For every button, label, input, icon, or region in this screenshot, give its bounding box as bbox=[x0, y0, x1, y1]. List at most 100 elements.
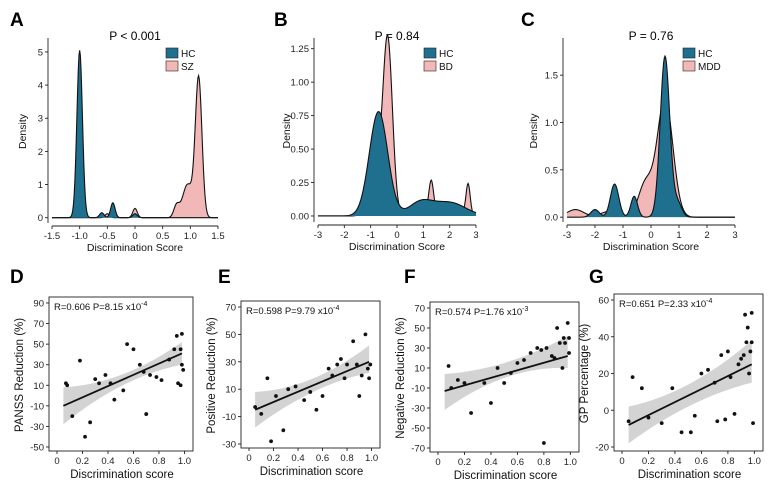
x-tick-label: 0.4 bbox=[668, 456, 681, 467]
x-tick-label: -2 bbox=[591, 230, 599, 241]
data-point bbox=[751, 421, 755, 426]
regression-line bbox=[444, 355, 568, 392]
legend-label: HC bbox=[439, 49, 453, 60]
data-point bbox=[330, 373, 335, 378]
y-tick-label: 60 bbox=[598, 296, 609, 307]
x-tick-label: 0.4 bbox=[484, 457, 497, 468]
stat-exponent: -4 bbox=[141, 301, 147, 308]
data-point bbox=[462, 381, 467, 385]
data-point bbox=[281, 428, 286, 433]
plot-frame bbox=[240, 300, 381, 449]
data-point bbox=[131, 347, 136, 352]
stat-text: R=0.651 P=2.33 x10 bbox=[619, 299, 706, 310]
legend-swatch-hc bbox=[423, 47, 437, 59]
x-tick-label: 0.2 bbox=[642, 456, 655, 467]
x-tick-label: 1.0 bbox=[365, 453, 378, 464]
data-point bbox=[363, 332, 368, 337]
x-tick-label: -1.0 bbox=[71, 231, 87, 242]
y-tick-label: 1.5 bbox=[545, 71, 558, 82]
data-point bbox=[670, 386, 675, 391]
data-point bbox=[699, 371, 704, 376]
data-point bbox=[502, 381, 507, 385]
legend-label: HC bbox=[698, 49, 712, 60]
data-point bbox=[93, 377, 98, 382]
plot-frame bbox=[613, 293, 764, 452]
x-tick-label: -0.5 bbox=[99, 231, 115, 242]
data-point bbox=[121, 388, 126, 393]
data-point bbox=[747, 371, 751, 376]
y-tick-label: 20 bbox=[598, 369, 609, 380]
confidence-band bbox=[628, 340, 752, 444]
panel-label: E bbox=[218, 267, 231, 288]
data-point bbox=[528, 351, 533, 355]
panel-label: C bbox=[521, 10, 535, 31]
x-axis-label: Discrimination score bbox=[454, 470, 558, 482]
data-point bbox=[736, 362, 741, 367]
data-point bbox=[141, 370, 146, 374]
data-point bbox=[744, 340, 749, 345]
data-point bbox=[176, 381, 180, 386]
data-point bbox=[339, 357, 343, 361]
data-point bbox=[719, 353, 724, 358]
plot-frame bbox=[429, 301, 580, 453]
y-axis-label: Positive Reduction (%) bbox=[206, 317, 218, 433]
x-tick-label: 1 bbox=[676, 230, 681, 241]
x-tick-label: 0 bbox=[648, 230, 653, 241]
panel-label: F bbox=[404, 267, 416, 288]
legend-label: SZ bbox=[181, 62, 194, 73]
y-tick-label: 10 bbox=[33, 381, 44, 392]
x-tick-label: 1.0 bbox=[178, 456, 191, 467]
data-point bbox=[159, 378, 164, 383]
panel-label: A bbox=[10, 10, 24, 31]
data-point bbox=[83, 434, 87, 439]
y-tick-label: 30 bbox=[414, 344, 425, 355]
y-tick-label: -70 bbox=[411, 444, 425, 455]
y-tick-label: 1 bbox=[38, 180, 43, 191]
x-tick-label: 0 bbox=[246, 453, 251, 464]
y-tick-label: 50 bbox=[225, 330, 236, 341]
y-tick-label: 0.00 bbox=[291, 211, 310, 222]
data-point bbox=[515, 361, 520, 365]
y-tick-label: 0.50 bbox=[291, 145, 310, 156]
x-tick-label: 2 bbox=[447, 230, 452, 241]
x-axis-label: Discrimination score bbox=[260, 466, 364, 478]
confidence-band bbox=[63, 342, 182, 425]
data-point bbox=[78, 358, 82, 363]
x-tick-label: 0 bbox=[619, 456, 624, 467]
data-point bbox=[679, 430, 684, 435]
data-point bbox=[522, 358, 526, 362]
y-tick-label: 90 bbox=[33, 299, 44, 310]
data-point bbox=[174, 334, 179, 338]
x-tick-label: 0.6 bbox=[316, 453, 329, 464]
data-point bbox=[97, 381, 101, 386]
legend-label: MDD bbox=[698, 62, 721, 73]
data-point bbox=[449, 386, 454, 390]
data-point bbox=[489, 401, 493, 405]
x-tick-label: 0 bbox=[132, 231, 137, 242]
stat-exponent: -4 bbox=[333, 305, 339, 312]
data-point bbox=[269, 439, 273, 444]
data-point bbox=[563, 341, 567, 345]
data-point bbox=[549, 354, 554, 358]
x-tick-label: 1.0 bbox=[748, 456, 761, 467]
data-point bbox=[345, 362, 349, 367]
y-tick-label: 0.0 bbox=[545, 213, 558, 224]
data-point bbox=[293, 384, 298, 389]
data-point bbox=[367, 376, 371, 381]
data-point bbox=[314, 407, 319, 412]
y-tick-label: -30 bbox=[30, 422, 44, 433]
data-point bbox=[745, 325, 750, 330]
chart-title: P = 0.84 bbox=[375, 29, 420, 43]
x-tick-label: 0 bbox=[435, 457, 440, 468]
panel-label: G bbox=[589, 267, 604, 288]
x-tick-label: 0 bbox=[54, 456, 59, 467]
y-tick-label: 10 bbox=[225, 385, 236, 396]
legend-swatch-sz bbox=[165, 60, 179, 72]
data-point bbox=[302, 398, 307, 403]
data-point bbox=[125, 342, 129, 347]
y-tick-label: 1.0 bbox=[545, 118, 558, 129]
stat-text: R=0.598 P=9.79 x10 bbox=[246, 306, 333, 317]
data-point bbox=[259, 411, 264, 416]
data-point bbox=[732, 412, 737, 416]
y-tick-label: 3 bbox=[38, 114, 43, 125]
